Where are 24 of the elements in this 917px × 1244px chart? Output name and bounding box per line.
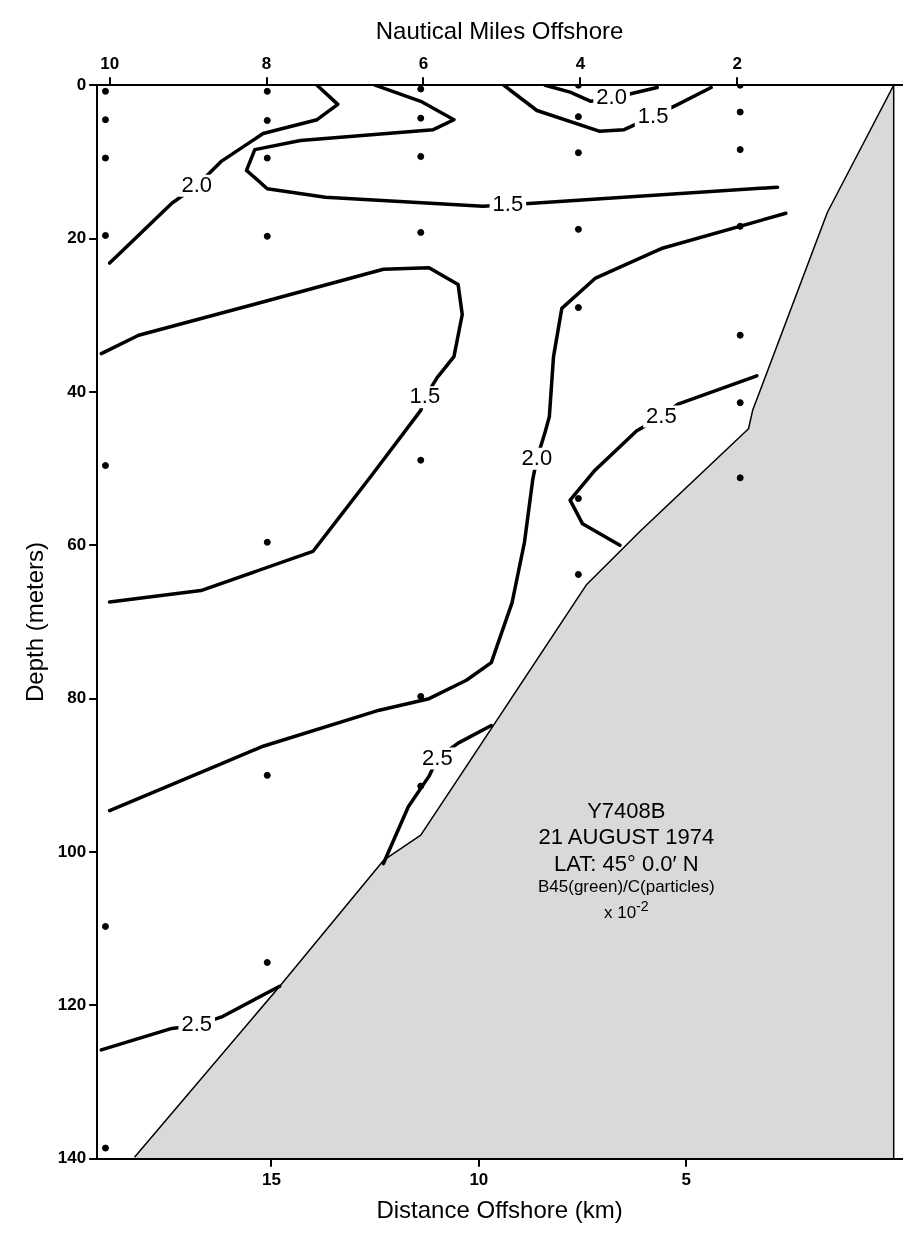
x2-tick-label: 2 [732, 53, 742, 73]
y-tick-label: 140 [57, 1148, 87, 1168]
annotation: x 10$^{-2}$ [602, 897, 650, 923]
y-tick-label: 0 [76, 74, 87, 94]
x-tick-label: 10 [469, 1169, 489, 1189]
x2-axis-title: Nautical Miles Offshore [375, 17, 624, 45]
y-tick-label: 20 [67, 228, 87, 248]
annotation: 21 AUGUST 1974 [538, 824, 715, 851]
annotation: LAT: 45° 0.0′ N [553, 850, 700, 878]
x2-tick-label: 4 [575, 53, 586, 73]
annotation: B45(green)/C(particles) [538, 877, 715, 898]
y-tick-label: 40 [67, 381, 87, 401]
y-tick-label: 120 [57, 995, 87, 1015]
x-tick-label: 15 [261, 1169, 281, 1189]
annotation: Y7408B [586, 798, 667, 825]
y-axis-title: Depth (meters) [21, 541, 49, 703]
x-axis-title: Distance Offshore (km) [376, 1196, 623, 1224]
y-tick-label: 100 [57, 841, 87, 861]
y-tick-label: 60 [67, 535, 87, 554]
x-tick-label: 5 [681, 1169, 692, 1189]
y-tick-label: 80 [67, 688, 87, 708]
x2-tick-label: 6 [418, 53, 429, 73]
x2-tick-label: 10 [100, 53, 120, 73]
x2-tick-label: 8 [261, 53, 272, 73]
